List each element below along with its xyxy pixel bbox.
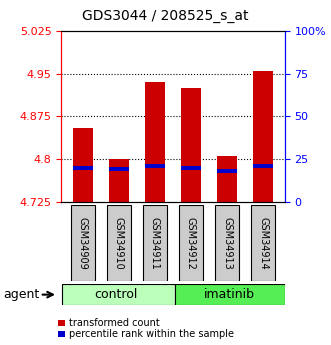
FancyBboxPatch shape xyxy=(62,284,175,305)
FancyBboxPatch shape xyxy=(215,205,239,281)
Bar xyxy=(181,166,201,170)
Bar xyxy=(109,167,129,171)
FancyBboxPatch shape xyxy=(71,205,95,281)
FancyBboxPatch shape xyxy=(251,205,275,281)
Text: GDS3044 / 208525_s_at: GDS3044 / 208525_s_at xyxy=(82,9,249,23)
Bar xyxy=(145,82,165,202)
Text: transformed count: transformed count xyxy=(69,318,159,328)
FancyBboxPatch shape xyxy=(179,205,203,281)
FancyBboxPatch shape xyxy=(143,205,166,281)
Bar xyxy=(181,88,201,202)
Bar xyxy=(217,169,237,173)
Bar xyxy=(253,164,273,168)
Bar xyxy=(109,159,129,202)
FancyBboxPatch shape xyxy=(107,205,131,281)
Text: imatinib: imatinib xyxy=(204,288,255,301)
Text: agent: agent xyxy=(3,288,40,301)
Text: GSM34913: GSM34913 xyxy=(222,217,232,269)
Text: GSM34912: GSM34912 xyxy=(186,217,196,270)
Bar xyxy=(58,331,65,337)
Text: control: control xyxy=(95,288,138,301)
Bar xyxy=(73,166,93,170)
Bar xyxy=(73,128,93,202)
Text: GSM34909: GSM34909 xyxy=(78,217,88,269)
Bar xyxy=(253,71,273,202)
Text: percentile rank within the sample: percentile rank within the sample xyxy=(69,329,233,339)
Bar xyxy=(58,320,65,326)
Text: GSM34910: GSM34910 xyxy=(114,217,124,269)
Bar xyxy=(217,156,237,202)
Bar xyxy=(145,164,165,168)
Text: GSM34914: GSM34914 xyxy=(258,217,268,269)
FancyBboxPatch shape xyxy=(175,284,285,305)
Text: GSM34911: GSM34911 xyxy=(150,217,160,269)
